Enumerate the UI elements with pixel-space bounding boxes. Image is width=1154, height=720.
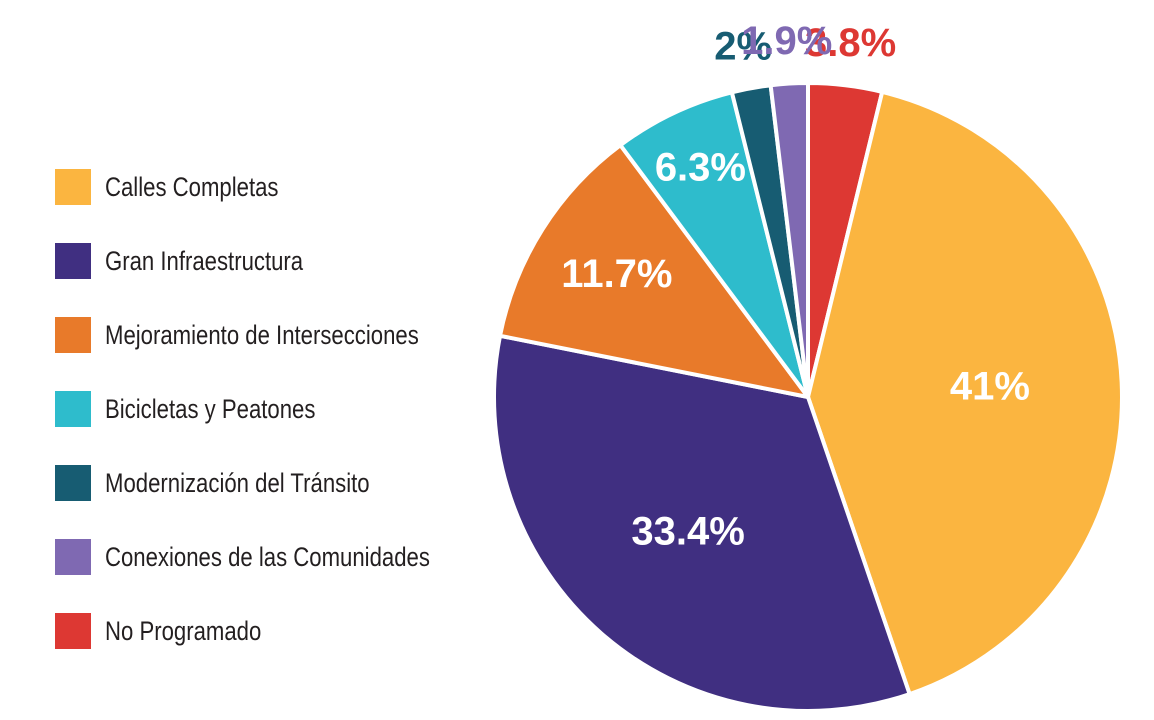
legend-label: Calles Completas [105,171,279,202]
legend-swatch [55,613,91,649]
legend-item-mejoramiento-de-intersecciones: Mejoramiento de Intersecciones [55,298,495,372]
pie-slice-calles-completas [806,89,1124,697]
slice-value-label-bicicletas-y-peatones: 6.3% [655,146,746,190]
slice-value-label-conexiones-de-las-comunidades: 1.9% [741,19,832,63]
legend-item-calles-completas: Calles Completas [55,150,495,224]
legend-label: Modernización del Tránsito [105,467,370,498]
legend-swatch [55,539,91,575]
legend-swatch [55,243,91,279]
legend-item-conexiones-de-las-comunidades: Conexiones de las Comunidades [55,520,495,594]
slice-value-label-calles-completas: 41% [950,364,1030,408]
slice-value-label-no-programado: 3.8% [805,21,896,65]
legend-swatch [55,391,91,427]
legend-label: Bicicletas y Peatones [105,393,316,424]
legend-label: Mejoramiento de Intersecciones [105,319,419,350]
pie-slice-bicicletas-y-peatones [618,90,810,399]
legend-swatch [55,169,91,205]
slice-value-label-gran-infraestructura: 33.4% [631,510,744,554]
pie-slices [492,81,1124,713]
pie-slice-mejoramiento-de-intersecciones [498,143,810,399]
pie-value-labels: 3.8% 41% 33.4% 11.7% 6.3% 2%1.9% [561,19,1030,554]
pie-slice-gran-infraestructura [492,333,912,713]
slice-value-label-mejoramiento-de-intersecciones: 11.7% [561,252,672,296]
legend-swatch [55,317,91,353]
legend-label: No Programado [105,615,262,646]
legend-swatch [55,465,91,501]
legend-item-gran-infraestructura: Gran Infraestructura [55,224,495,298]
legend-item-no-programado: No Programado [55,594,495,668]
legend-item-bicicletas-y-peatones: Bicicletas y Peatones [55,372,495,446]
slice-value-label-modernizacion-del-transito: 2% [714,24,772,68]
legend: Calles Completas Gran Infraestructura Me… [55,150,495,668]
legend-label: Gran Infraestructura [105,245,304,276]
legend-label: Conexiones de las Comunidades [105,541,430,572]
legend-item-modernizacion-del-transito: Modernización del Tránsito [55,446,495,520]
pie-slice-conexiones-de-las-comunidades [768,81,810,399]
